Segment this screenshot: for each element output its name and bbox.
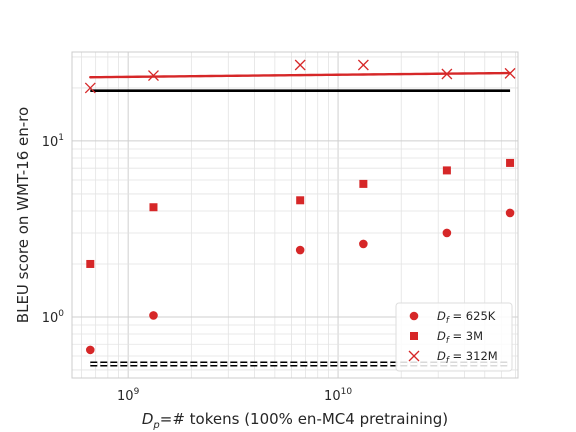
- legend-marker-circle: [409, 311, 419, 321]
- data-point-x: [148, 70, 159, 82]
- legend-marker-x: [408, 350, 420, 362]
- y-tick-labels: 100 101: [42, 133, 65, 326]
- legend-marker-square: [410, 332, 418, 340]
- data-point-x: [504, 67, 516, 79]
- x-marker-stroke: [357, 59, 369, 71]
- data-point-x: [357, 59, 369, 71]
- fit-curve-solid: [89, 71, 512, 79]
- legend-label: Df = 3M: [437, 329, 483, 346]
- data-point-square: [506, 158, 515, 167]
- x-tick-labels: 109 1010: [117, 387, 352, 404]
- data-point-circle: [85, 345, 95, 355]
- x-axis-label-main: D: [142, 410, 154, 428]
- data-point-circle: [149, 311, 158, 320]
- legend-label: Df = 312M: [437, 349, 498, 366]
- plot-frame: [71, 51, 519, 379]
- x-marker-stroke: [148, 70, 159, 82]
- x-tick-label: 109: [117, 387, 140, 404]
- x-marker-stroke: [294, 59, 306, 71]
- x-axis-label-sub: p: [152, 420, 159, 431]
- x-tick-label: 1010: [324, 387, 352, 404]
- legend: Df = 625K Df = 3M Df = 312M: [395, 302, 513, 372]
- legend-box: [395, 302, 513, 372]
- y-axis-label: BLEU score on WMT-16 en-ro: [14, 107, 32, 323]
- data-point-circle: [442, 228, 452, 238]
- x-marker-stroke: [84, 82, 96, 94]
- data-point-square: [149, 203, 158, 212]
- x-marker-stroke: [408, 350, 420, 362]
- y-tick-label: 100: [42, 309, 65, 326]
- data-point-square: [86, 259, 95, 268]
- baselines: [90, 89, 511, 367]
- legend-label: Df = 625K: [437, 309, 496, 326]
- data-point-square: [359, 179, 368, 188]
- data-point-x: [294, 59, 306, 71]
- data-point-x: [441, 68, 453, 80]
- data-markers: [84, 59, 516, 355]
- data-point-circle: [295, 245, 305, 255]
- data-point-circle: [359, 239, 368, 249]
- x-axis-label-rest: =# tokens (100% en-MC4 pretraining): [160, 410, 448, 428]
- x-marker-stroke: [441, 68, 453, 80]
- y-tick-label: 101: [42, 133, 64, 150]
- x-marker-stroke: [504, 67, 516, 79]
- fit-curves: [89, 71, 512, 79]
- data-point-square: [296, 196, 305, 205]
- data-point-circle: [505, 208, 515, 218]
- x-axis-label: Dp=# tokens (100% en-MC4 pretraining): [142, 410, 448, 431]
- data-point-square: [442, 166, 451, 175]
- data-point-x: [84, 82, 96, 94]
